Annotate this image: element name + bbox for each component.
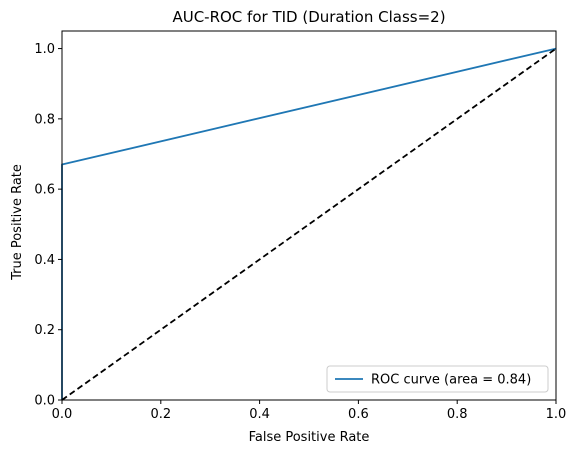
y-axis-label: True Positive Rate [10, 164, 25, 281]
y-tick-label: 0.2 [34, 323, 55, 338]
y-tick-label: 0.0 [34, 394, 55, 409]
legend-label: ROC curve (area = 0.84) [371, 373, 531, 388]
legend-box [326, 365, 549, 393]
x-tick-label: 1.0 [546, 407, 567, 422]
chart-title: AUC-ROC for TID (Duration Class=2) [172, 8, 445, 26]
plot-area: 0.0 0.2 0.4 0.6 0.8 1.0 0.0 0.2 0.4 0.6 0.8 1.0 ROC … [34, 30, 567, 422]
y-tick-label: 0.4 [34, 253, 55, 268]
x-tick-label: 0.0 [52, 407, 73, 422]
x-tick-label: 0.2 [150, 407, 171, 422]
chance-diagonal-line [61, 47, 557, 401]
x-tick-label: 0.8 [447, 407, 468, 422]
x-tick-label: 0.6 [348, 407, 369, 422]
y-tick-label: 1.0 [34, 42, 55, 57]
y-tick-label: 0.8 [34, 112, 55, 127]
plot-frame [61, 30, 557, 401]
y-tick-label: 0.6 [34, 183, 55, 198]
x-tick-label: 0.4 [249, 407, 270, 422]
x-axis-label: False Positive Rate [249, 430, 370, 445]
